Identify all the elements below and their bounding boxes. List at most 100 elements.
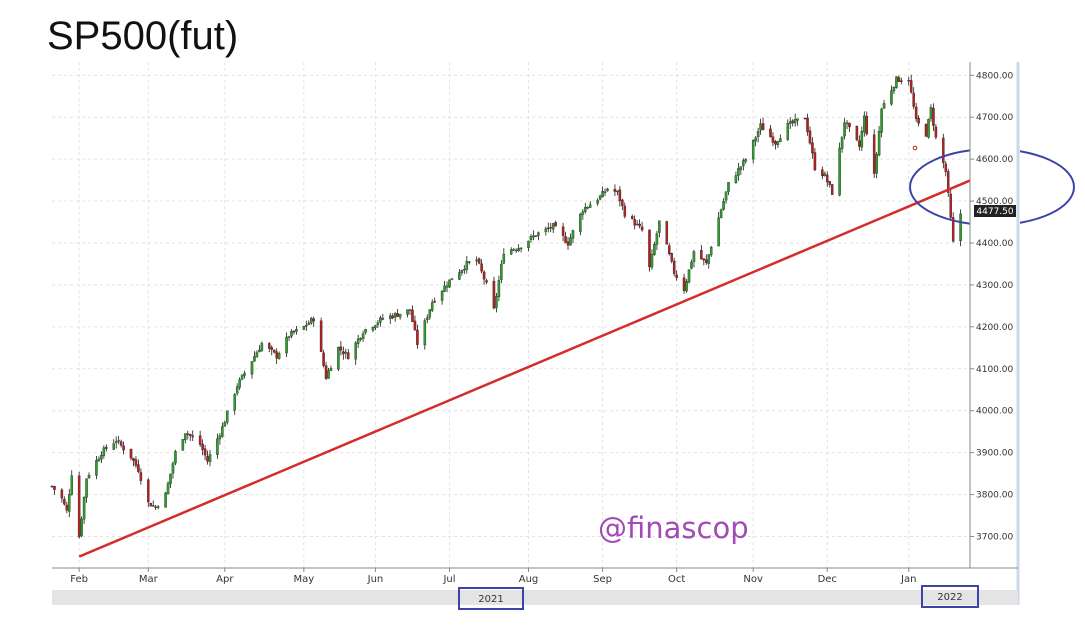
candle-body <box>826 174 829 183</box>
candle-body <box>391 315 394 319</box>
candle-body <box>129 448 133 459</box>
candle-body <box>307 322 311 325</box>
candle-body <box>621 199 624 206</box>
candle-body <box>97 458 101 462</box>
candle-body <box>208 454 212 462</box>
candle-body <box>329 368 333 371</box>
candle-body <box>359 337 362 340</box>
candle-body <box>371 327 375 331</box>
candle-body <box>897 77 901 82</box>
candle-body <box>707 254 711 264</box>
candle-body <box>413 320 417 330</box>
candle-body <box>482 271 486 280</box>
candle-body <box>909 80 913 93</box>
candle-body <box>70 475 74 495</box>
candle-body <box>692 251 696 262</box>
candle-body <box>638 223 641 227</box>
candle-body <box>566 241 570 246</box>
candle-body <box>751 139 755 160</box>
candle-body <box>791 120 794 124</box>
candle-body <box>700 250 703 260</box>
candle-body <box>633 219 636 226</box>
axes <box>52 62 1020 605</box>
y-axis-panel <box>970 62 1020 568</box>
candle-body <box>890 90 893 105</box>
candle-body <box>485 280 488 283</box>
x-axis-labels: Feb Mar Apr May Jun Jul Aug Sep Oct Nov Dec Jan <box>70 568 916 585</box>
candle-body <box>396 313 399 317</box>
candle-body <box>430 302 434 311</box>
candle-body <box>912 92 915 107</box>
candle-body <box>924 124 928 137</box>
candle-body <box>354 342 357 360</box>
candle-body <box>189 434 192 436</box>
candle-body <box>603 191 607 193</box>
candle-body <box>502 253 506 264</box>
month-label: Oct <box>668 574 685 585</box>
candle-body <box>134 459 138 466</box>
candle-body <box>184 433 187 441</box>
year-labels: 2021 2022 <box>458 585 979 610</box>
candle-body <box>598 195 602 200</box>
chart-title: SP500(fut) <box>47 14 239 58</box>
candle-body <box>514 249 518 252</box>
candle-body <box>492 280 496 309</box>
candle-body <box>512 249 515 251</box>
candle-body <box>324 365 328 379</box>
y-tick-label: 4500.00 <box>976 197 1013 207</box>
candle-body <box>290 330 293 337</box>
candle-body <box>327 370 330 379</box>
candle-body <box>742 160 745 167</box>
candle-body <box>156 506 160 508</box>
candle-body <box>877 131 881 156</box>
candle-body <box>808 130 812 144</box>
candle-body <box>779 138 782 143</box>
month-label: Sep <box>593 574 612 585</box>
candle-body <box>705 259 708 264</box>
candle-body <box>226 410 229 423</box>
candle-body <box>411 309 414 322</box>
candle-body <box>361 333 365 339</box>
candle-body <box>480 263 483 272</box>
candle-body <box>233 394 236 411</box>
candle-body <box>164 492 167 508</box>
trend-line <box>78 169 994 558</box>
y-tick-label: 4200.00 <box>976 323 1013 333</box>
candle-body <box>613 188 617 192</box>
candle-body <box>50 485 54 488</box>
candle-body <box>235 386 239 394</box>
candle-body <box>243 372 246 376</box>
candle-body <box>428 309 432 318</box>
candle-body <box>551 223 555 230</box>
year-band <box>52 590 1018 605</box>
candle-body <box>117 440 120 442</box>
candle-body <box>581 211 585 215</box>
candle-body <box>448 279 451 288</box>
candle-body <box>154 506 157 508</box>
month-label: Jan <box>900 574 916 585</box>
year-highlight-box <box>921 585 979 608</box>
candle-body <box>840 136 844 149</box>
candle-body <box>527 240 530 249</box>
candle-body <box>675 274 678 278</box>
candle-body <box>186 433 190 435</box>
candle-body <box>618 189 622 202</box>
candle-body <box>295 328 298 332</box>
candle-body <box>529 236 533 241</box>
candle-body <box>122 445 125 451</box>
candle-body <box>475 259 478 262</box>
y-tick-label: 4300.00 <box>976 281 1013 291</box>
candle-body <box>623 205 627 217</box>
candle-body <box>253 356 256 362</box>
candle-body <box>532 235 535 238</box>
candle-body <box>102 447 106 456</box>
candle-body <box>685 281 688 292</box>
candle-body <box>216 438 219 455</box>
candle-body <box>268 343 271 349</box>
last-price-label: 4477.50 <box>976 207 1013 217</box>
candle-body <box>821 169 824 177</box>
candle-body <box>863 115 866 133</box>
candle-body <box>944 163 948 172</box>
candle-body <box>497 280 501 297</box>
candle-body <box>277 353 281 359</box>
